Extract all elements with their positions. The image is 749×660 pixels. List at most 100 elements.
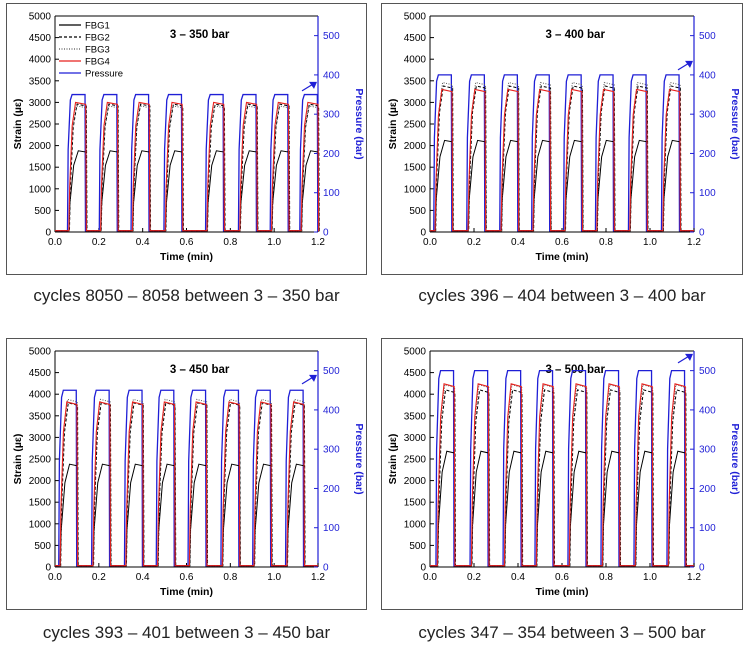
y-tick-label: 2000	[29, 476, 52, 487]
x-tick-label: 0.2	[467, 237, 481, 248]
y-tick-label: 3000	[404, 433, 427, 444]
y-axis-label: Strain (µε)	[387, 99, 399, 150]
x-tick-label: 0.2	[92, 572, 106, 583]
y-tick-label: 4500	[404, 33, 427, 44]
y-tick-label: 3500	[29, 76, 52, 87]
y-tick-label: 4000	[404, 55, 427, 66]
y-tick-label: 500	[34, 206, 51, 217]
y2-tick-label: 500	[699, 31, 716, 42]
y-tick-label: 3000	[29, 433, 52, 444]
y-tick-label: 4000	[29, 55, 52, 66]
y2-tick-label: 500	[323, 31, 340, 42]
y-axis-label: Strain (µε)	[12, 434, 24, 485]
chart-caption-4: cycles 347 – 354 between 3 – 500 bar	[418, 623, 706, 642]
y-tick-label: 5000	[29, 347, 52, 358]
legend-label: FBG2	[85, 33, 110, 44]
y-tick-label: 3500	[404, 411, 427, 422]
chart-svg-3: 0500100015002000250030003500400045005000…	[12, 347, 365, 599]
y2-axis-label: Pressure (bar)	[353, 423, 365, 494]
y-tick-label: 1500	[404, 163, 427, 174]
y-tick-label: 1000	[29, 184, 52, 195]
y2-tick-label: 400	[323, 405, 340, 416]
x-tick-label: 0.6	[180, 572, 194, 583]
x-axis-label: Time (min)	[536, 251, 589, 263]
series-pressure-line	[55, 93, 319, 232]
series-fbg4-line	[55, 101, 320, 232]
y2-tick-label: 100	[699, 188, 716, 199]
y-tick-label: 3000	[404, 98, 427, 109]
y-tick-label: 5000	[404, 347, 427, 358]
series-fbg2-line	[55, 103, 320, 232]
x-tick-label: 0.6	[180, 237, 194, 248]
y2-tick-label: 100	[323, 188, 340, 199]
y-tick-label: 2500	[404, 455, 427, 466]
y2-axis-label: Pressure (bar)	[729, 88, 741, 159]
y2-tick-label: 0	[323, 228, 329, 239]
y2-tick-label: 500	[699, 366, 716, 377]
y2-tick-label: 200	[323, 149, 340, 160]
y-tick-label: 1000	[29, 519, 52, 530]
x-tick-label: 0.2	[92, 237, 106, 248]
pressure-axis-arrowhead	[685, 60, 693, 68]
chart-svg-2: 0500100015002000250030003500400045005000…	[387, 12, 741, 264]
chart-title: 3 – 450 bar	[170, 364, 230, 376]
y2-tick-label: 100	[323, 523, 340, 534]
y2-tick-label: 300	[323, 445, 340, 456]
x-tick-label: 0.0	[423, 572, 437, 583]
y-tick-label: 4500	[404, 368, 427, 379]
y-tick-label: 2500	[29, 120, 52, 131]
y-tick-label: 1000	[404, 519, 427, 530]
series-fbg4-line	[430, 383, 694, 567]
y-tick-label: 4000	[29, 390, 52, 401]
y-axis-label: Strain (µε)	[387, 434, 399, 485]
x-tick-label: 1.2	[687, 572, 701, 583]
y2-tick-label: 400	[699, 70, 716, 81]
x-tick-label: 0.4	[511, 572, 525, 583]
y-tick-label: 2500	[404, 120, 427, 131]
x-tick-label: 0.6	[555, 572, 569, 583]
y2-axis-label: Pressure (bar)	[729, 423, 741, 494]
y-tick-label: 500	[409, 206, 426, 217]
y2-tick-label: 100	[699, 523, 716, 534]
y2-tick-label: 300	[699, 110, 716, 121]
legend-label: Pressure	[85, 69, 123, 80]
pressure-axis-arrowhead	[309, 81, 317, 89]
y-tick-label: 1500	[29, 498, 52, 509]
y-tick-label: 3500	[29, 411, 52, 422]
y-tick-label: 500	[409, 541, 426, 552]
y-tick-label: 0	[45, 563, 51, 574]
x-tick-label: 0.6	[555, 237, 569, 248]
y-tick-label: 2000	[404, 476, 427, 487]
y2-tick-label: 200	[699, 484, 716, 495]
chart-panel-3: 0 500 1000 1500 2000 2500 3000 3500 4000 4500 5000…	[6, 338, 367, 610]
y-axis-label: Strain (µε)	[12, 99, 24, 150]
x-tick-label: 0.0	[48, 572, 62, 583]
x-tick-label: 0.0	[423, 237, 437, 248]
x-tick-label: 0.8	[599, 237, 613, 248]
y-tick-label: 1500	[29, 163, 52, 174]
x-tick-label: 0.8	[223, 237, 237, 248]
x-tick-label: 0.4	[136, 237, 150, 248]
legend-label: FBG1	[85, 21, 110, 32]
x-tick-label: 0.8	[223, 572, 237, 583]
x-tick-label: 1.2	[687, 237, 701, 248]
x-tick-label: 1.0	[267, 237, 281, 248]
y2-tick-label: 400	[323, 70, 340, 81]
series-fbg1-line	[55, 150, 320, 232]
x-tick-label: 0.4	[511, 237, 525, 248]
x-tick-label: 1.0	[643, 237, 657, 248]
series-pressure-line	[430, 369, 694, 567]
x-tick-label: 1.2	[311, 572, 325, 583]
series-fbg4-line	[55, 401, 318, 567]
y2-tick-label: 0	[323, 563, 329, 574]
pressure-axis-arrowhead	[685, 353, 693, 361]
x-axis-label: Time (min)	[160, 586, 213, 598]
y-tick-label: 2500	[29, 455, 52, 466]
x-tick-label: 0.0	[48, 237, 62, 248]
chart-svg-4: 0500100015002000250030003500400045005000…	[387, 347, 741, 599]
y-tick-label: 4000	[404, 390, 427, 401]
y-tick-label: 1500	[404, 498, 427, 509]
x-tick-label: 1.2	[311, 237, 325, 248]
y2-tick-label: 500	[323, 366, 340, 377]
pressure-axis-arrowhead	[309, 374, 317, 382]
